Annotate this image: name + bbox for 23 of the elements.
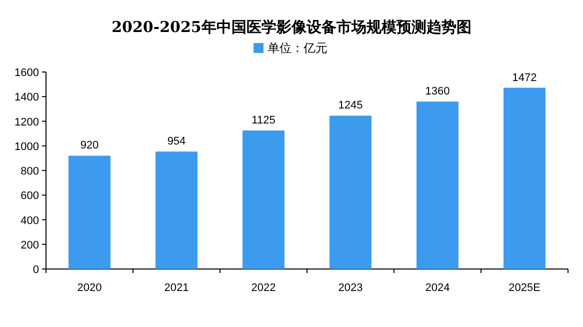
data-label: 1125 (252, 114, 276, 126)
x-tick-label: 2025E (508, 282, 540, 294)
y-tick-label: 0 (32, 264, 39, 276)
x-tick-label: 2023 (338, 282, 363, 294)
x-tick-label: 2020 (77, 282, 102, 294)
data-label: 1245 (338, 100, 363, 112)
y-tick-label: 1200 (14, 116, 39, 128)
data-label: 920 (80, 140, 99, 152)
y-tick-label: 1400 (14, 92, 39, 104)
legend-label: 单位：亿元 (268, 41, 328, 55)
x-tick-label: 2024 (425, 282, 450, 294)
x-tick-label: 2022 (251, 282, 276, 294)
chart-title: 2020-2025年中国医学影像设备市场规模预测趋势图 (112, 18, 472, 36)
data-label: 1360 (425, 86, 450, 98)
y-tick-label: 1000 (14, 140, 39, 153)
y-tick-label: 600 (20, 190, 39, 202)
y-tick-label: 400 (20, 214, 39, 227)
data-label: 954 (167, 136, 186, 148)
y-tick-label: 1600 (14, 67, 39, 79)
y-tick-label: 800 (20, 166, 39, 178)
data-label: 1472 (512, 72, 537, 84)
x-tick-label: 2021 (164, 282, 189, 294)
y-tick-label: 200 (20, 239, 39, 252)
